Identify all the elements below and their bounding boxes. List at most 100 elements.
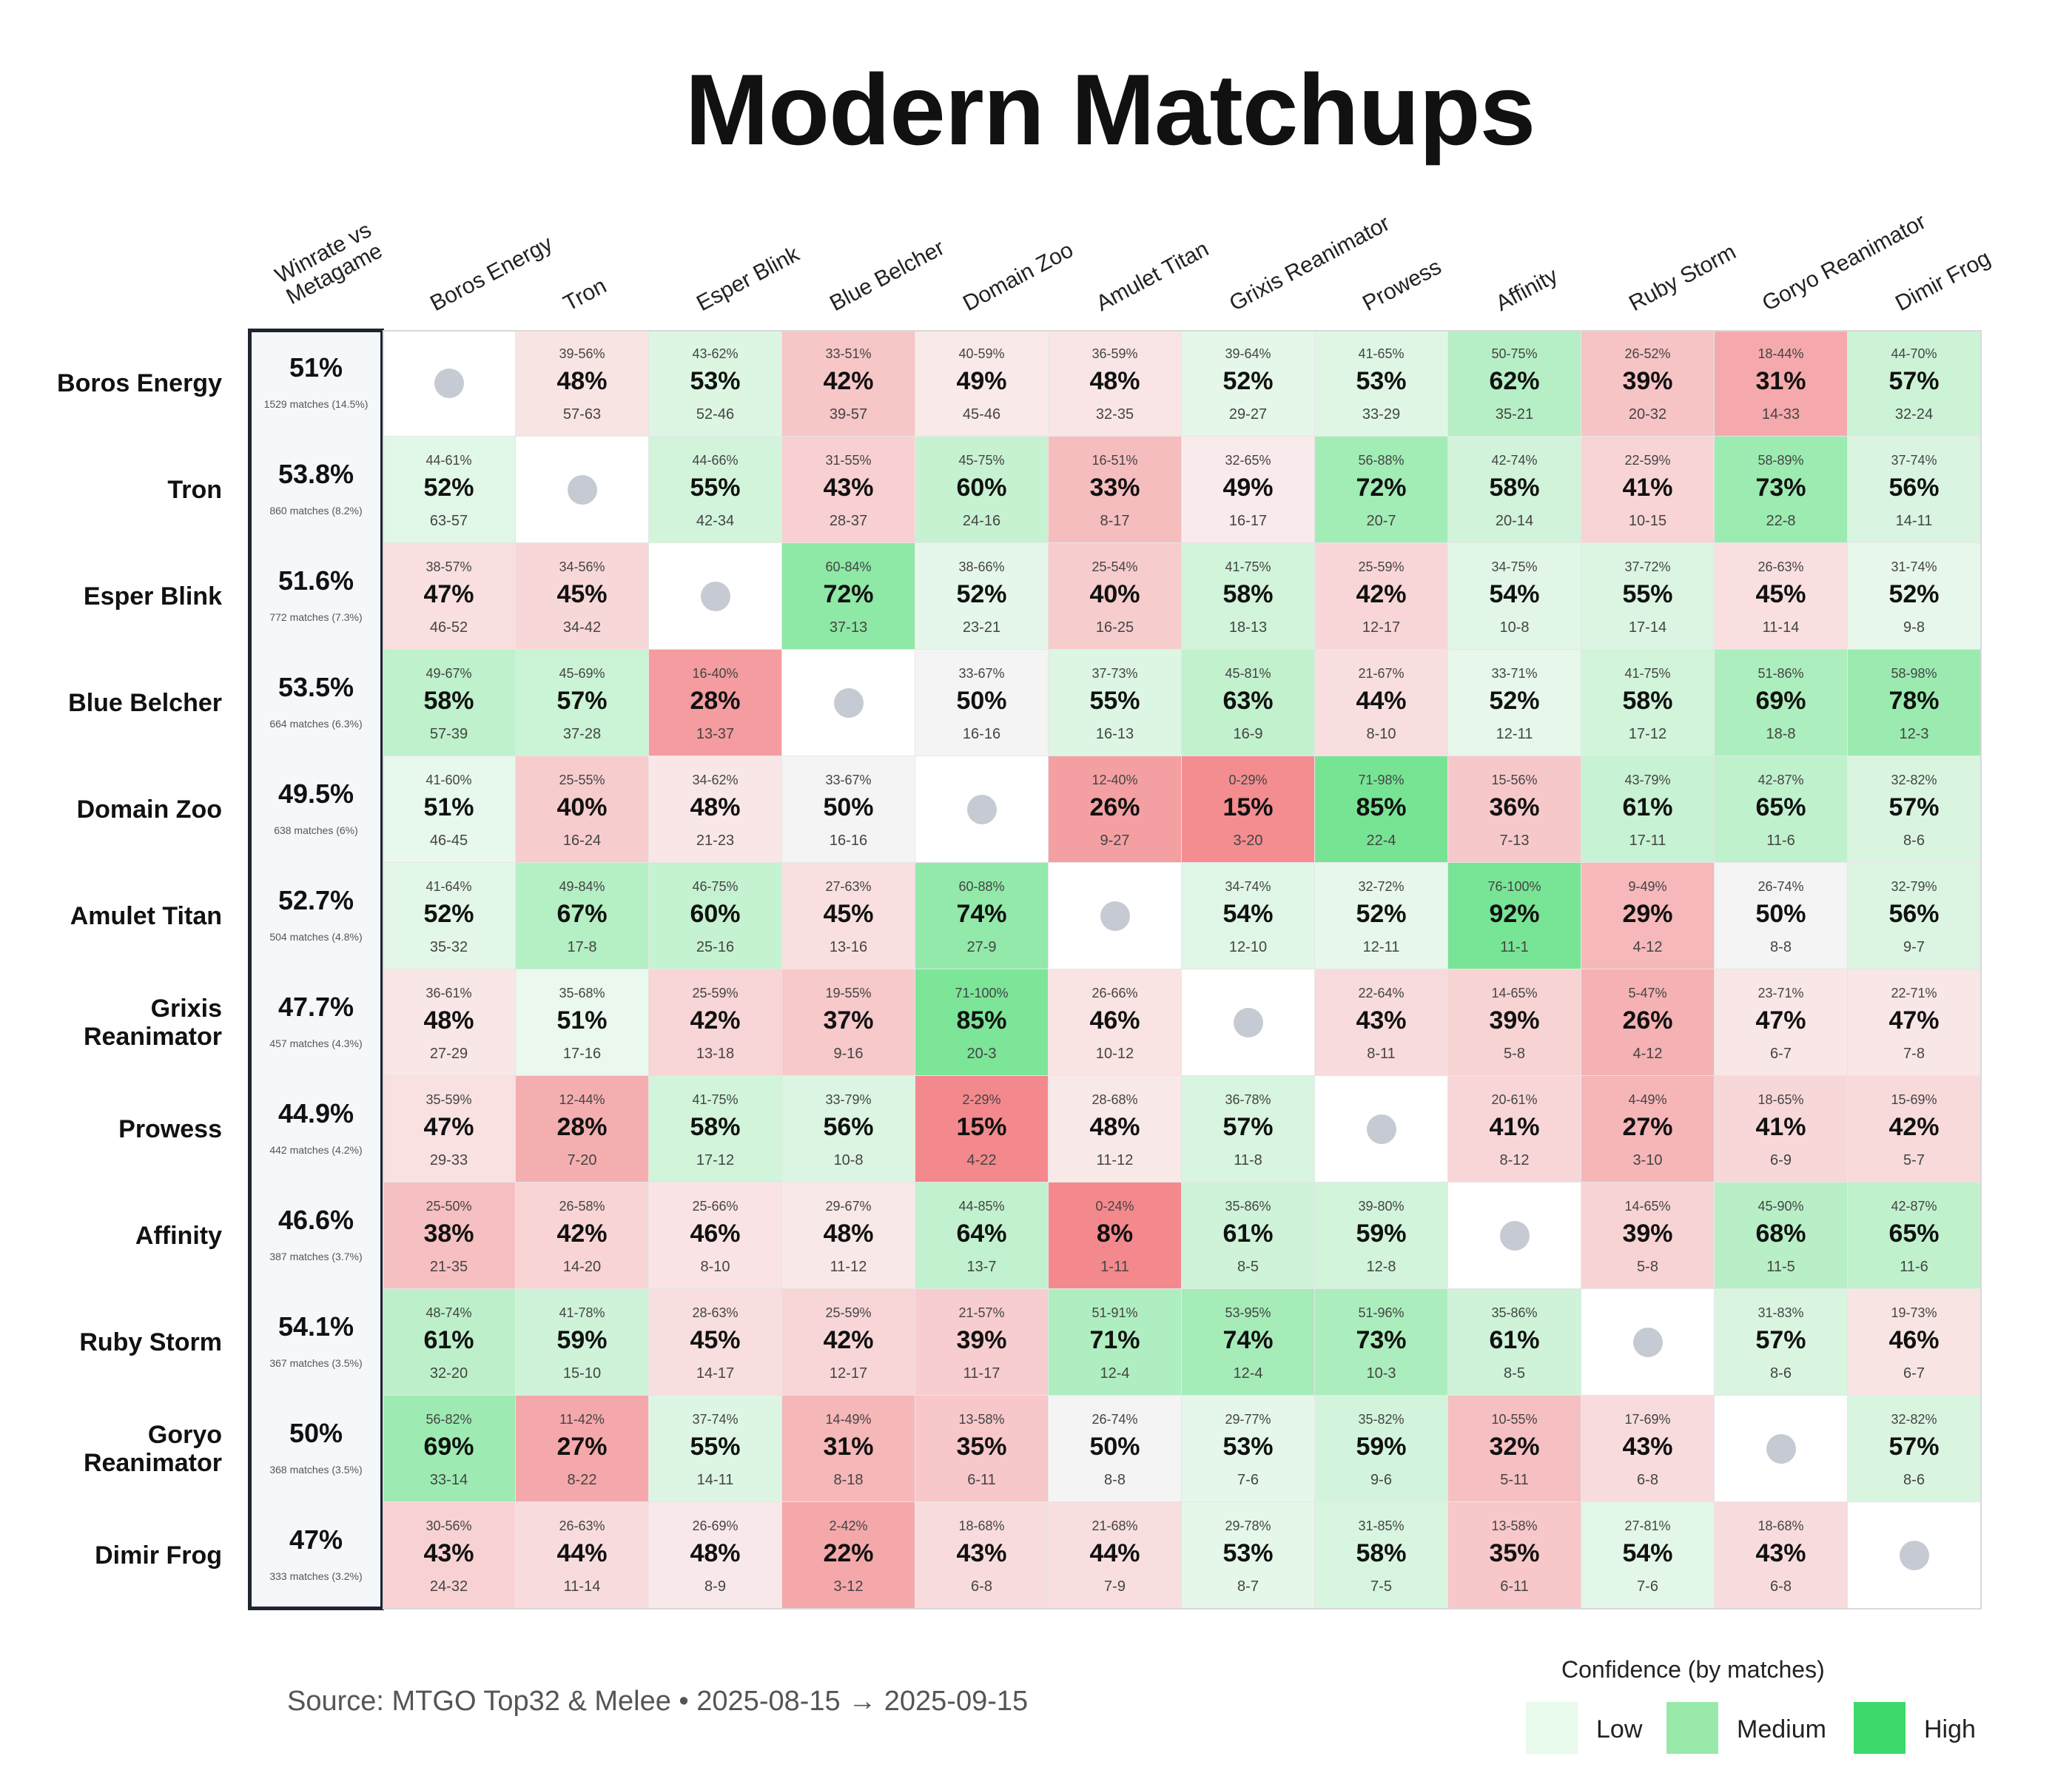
- matchup-winrate: 57%: [556, 687, 608, 715]
- matchup-winrate: 44%: [1089, 1539, 1140, 1567]
- confidence-interval: 56-82%: [426, 1412, 472, 1427]
- matchup-cell: 45-69% 57% 37-28: [516, 650, 649, 756]
- confidence-interval: 25-66%: [692, 1199, 739, 1214]
- match-record: 16-17: [1228, 513, 1268, 529]
- match-count: 368 matches (3.5%): [269, 1464, 363, 1476]
- confidence-interval: 25-50%: [426, 1199, 472, 1214]
- confidence-interval: 39-80%: [1358, 1199, 1405, 1214]
- winrate-cell: 51.6% 772 matches (7.3%): [249, 543, 383, 650]
- confidence-interval: 53-95%: [1225, 1305, 1271, 1320]
- match-record: 12-11: [1496, 726, 1533, 742]
- match-record: 12-10: [1228, 939, 1268, 955]
- matchup-winrate: 48%: [556, 367, 608, 395]
- confidence-interval: 60-84%: [825, 559, 872, 574]
- matchup-winrate: 39%: [1622, 367, 1673, 395]
- matchup-cell: 21-68% 44% 7-9: [1049, 1502, 1182, 1609]
- matchup-winrate: 33%: [1089, 474, 1140, 502]
- match-record: 1-11: [1100, 1259, 1129, 1275]
- confidence-interval: 34-75%: [1491, 559, 1538, 574]
- matchup-winrate: 49%: [956, 367, 1007, 395]
- winrate-cell: 52.7% 504 matches (4.8%): [249, 863, 383, 969]
- winrate-cell: 46.6% 387 matches (3.7%): [249, 1183, 383, 1289]
- matchup-winrate: 47%: [1888, 1006, 1940, 1035]
- confidence-interval: 49-67%: [426, 666, 472, 681]
- matchup-winrate: 53%: [690, 367, 741, 395]
- match-record: 37-28: [562, 726, 602, 742]
- confidence-interval: 31-55%: [825, 453, 872, 468]
- match-record: 7-9: [1104, 1578, 1126, 1595]
- match-record: 63-57: [429, 513, 468, 529]
- matchup-winrate: 42%: [823, 367, 874, 395]
- legend-swatch: [1854, 1702, 1906, 1754]
- mirror-dot: [701, 582, 730, 611]
- matchup-cell: 26-58% 42% 14-20: [516, 1183, 649, 1289]
- confidence-interval: 25-59%: [825, 1305, 872, 1320]
- matchup-winrate: 45%: [690, 1326, 741, 1354]
- mirror-cell: [1581, 1289, 1715, 1396]
- matchup-winrate: 74%: [956, 900, 1007, 928]
- confidence-interval: 2-29%: [962, 1092, 1001, 1107]
- match-record: 11-12: [830, 1259, 867, 1275]
- confidence-interval: 32-82%: [1891, 773, 1937, 787]
- matchup-winrate: 72%: [823, 580, 874, 608]
- match-record: 11-5: [1766, 1259, 1795, 1275]
- match-record: 12-17: [1362, 619, 1401, 636]
- row-label: Blue Belcher: [22, 650, 222, 756]
- winrate-value: 52.7%: [278, 885, 354, 915]
- matchup-cell: 27-63% 45% 13-16: [782, 863, 915, 969]
- matchup-winrate: 52%: [1222, 367, 1274, 395]
- matchup-winrate: 57%: [1888, 367, 1940, 395]
- confidence-interval: 25-54%: [1092, 559, 1138, 574]
- matchup-winrate: 61%: [1222, 1220, 1274, 1248]
- matchup-winrate: 65%: [1888, 1220, 1940, 1248]
- match-record: 16-25: [1095, 619, 1134, 636]
- row-label-text: Prowess: [118, 1115, 222, 1143]
- match-count: 772 matches (7.3%): [269, 611, 363, 623]
- confidence-interval: 10-55%: [1491, 1412, 1538, 1427]
- matchup-winrate: 27%: [556, 1433, 608, 1461]
- row-label-text: Ruby Storm: [79, 1328, 222, 1356]
- match-record: 25-16: [696, 939, 735, 955]
- row-label: Goryo Reanimator: [22, 1396, 222, 1502]
- match-record: 14-11: [1895, 513, 1933, 529]
- winrate-column-header: Winrate vs Metagame: [271, 218, 386, 309]
- matchup-winrate: 52%: [1489, 687, 1540, 715]
- matchup-winrate: 48%: [1089, 367, 1140, 395]
- match-record: 8-8: [1770, 939, 1792, 955]
- matchup-winrate: 50%: [1089, 1433, 1140, 1461]
- row-label: Boros Energy: [22, 330, 222, 437]
- matchup-cell: 0-24% 8% 1-11: [1049, 1183, 1182, 1289]
- matchup-winrate: 42%: [690, 1006, 741, 1035]
- winrate-value: 46.6%: [278, 1205, 354, 1235]
- confidence-interval: 44-85%: [958, 1199, 1005, 1214]
- matchup-cell: 26-69% 48% 8-9: [649, 1502, 782, 1609]
- matchup-winrate: 40%: [556, 793, 608, 821]
- matchup-cell: 25-54% 40% 16-25: [1049, 543, 1182, 650]
- confidence-interval: 32-79%: [1891, 879, 1937, 894]
- matchup-cell: 21-67% 44% 8-10: [1315, 650, 1448, 756]
- matchup-winrate: 73%: [1356, 1326, 1407, 1354]
- match-count: 1529 matches (14.5%): [263, 398, 369, 410]
- matchup-winrate: 67%: [556, 900, 608, 928]
- match-record: 5-7: [1903, 1152, 1925, 1168]
- matchup-winrate: 62%: [1489, 367, 1540, 395]
- matchup-winrate: 52%: [956, 580, 1007, 608]
- column-header: Affinity: [1492, 263, 1562, 317]
- matchup-winrate: 57%: [1755, 1326, 1806, 1354]
- match-record: 11-17: [963, 1365, 1000, 1382]
- matchup-winrate: 46%: [690, 1220, 741, 1248]
- confidence-interval: 33-67%: [958, 666, 1005, 681]
- match-record: 16-9: [1233, 726, 1263, 742]
- matchup-winrate: 61%: [423, 1326, 474, 1354]
- matchup-winrate: 69%: [423, 1433, 474, 1461]
- row-label-line: Esper Blink: [83, 582, 222, 610]
- confidence-interval: 31-74%: [1891, 559, 1937, 574]
- winrate-value: 47.7%: [278, 992, 354, 1022]
- matchup-winrate: 51%: [423, 793, 474, 821]
- matchup-winrate: 55%: [690, 474, 741, 502]
- matchup-winrate: 50%: [956, 687, 1007, 715]
- matchup-cell: 49-84% 67% 17-8: [516, 863, 649, 969]
- matchup-cell: 9-49% 29% 4-12: [1581, 863, 1715, 969]
- matchup-cell: 39-80% 59% 12-8: [1315, 1183, 1448, 1289]
- matchup-winrate: 52%: [423, 474, 474, 502]
